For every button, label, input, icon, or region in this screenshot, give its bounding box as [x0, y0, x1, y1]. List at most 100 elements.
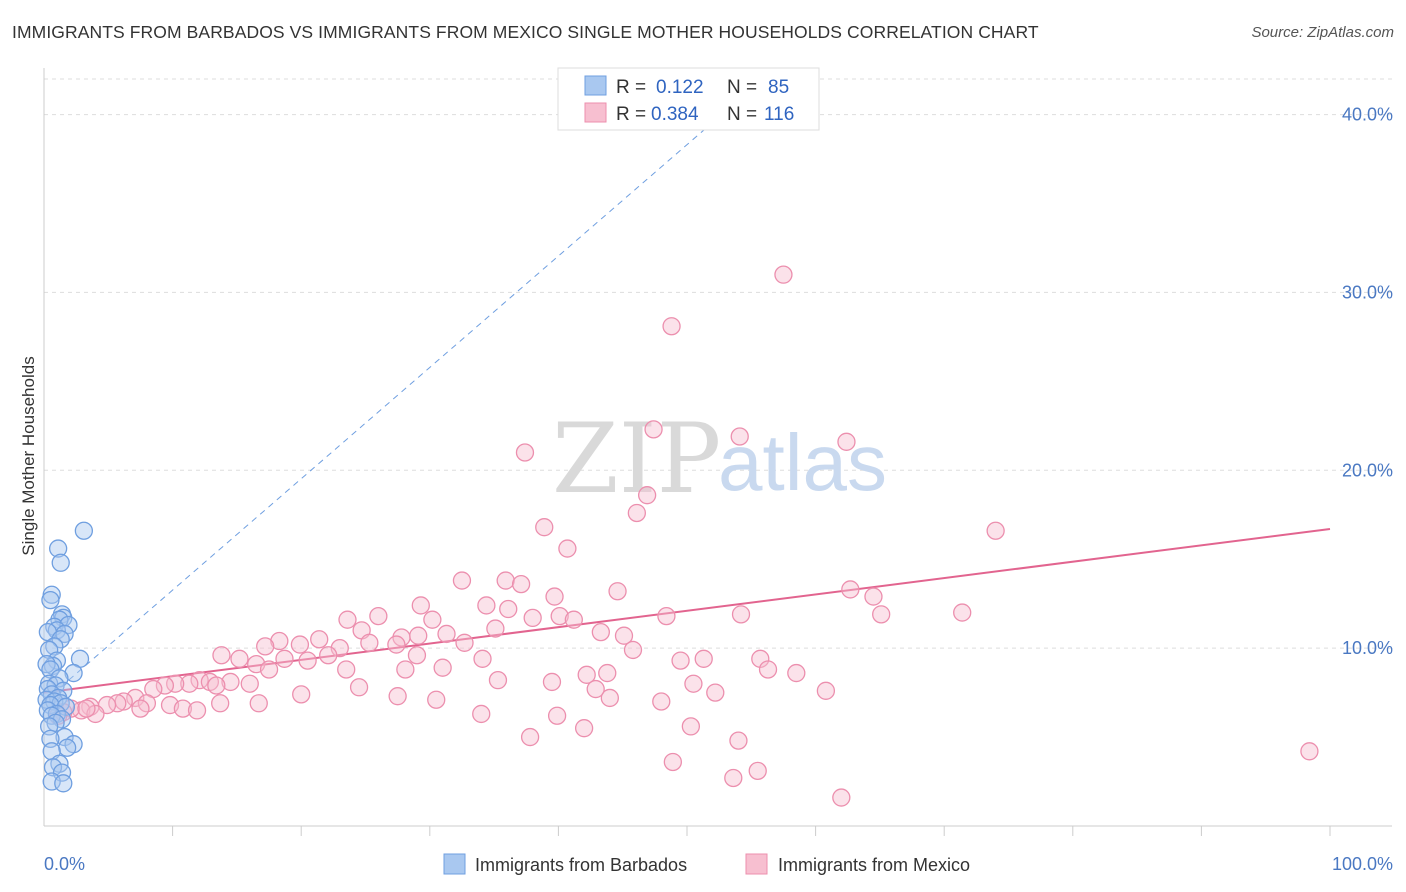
point-barbados	[57, 738, 77, 757]
point-mexico	[614, 626, 634, 645]
x-tick-label-max: 100.0%	[1332, 854, 1393, 874]
point-mexico	[872, 605, 891, 624]
point-mexico	[684, 674, 703, 693]
point-mexico	[657, 606, 676, 626]
point-mexico	[623, 640, 643, 660]
point-mexico	[511, 574, 531, 594]
point-mexico	[270, 631, 289, 651]
bottom-legend-swatch-barbados	[443, 853, 466, 875]
legend-n-value-barbados: 85	[768, 77, 789, 98]
point-mexico	[574, 719, 594, 738]
point-mexico	[837, 432, 856, 451]
point-mexico	[77, 699, 96, 718]
point-barbados	[41, 590, 60, 610]
point-mexico	[515, 443, 535, 462]
point-mexico	[249, 694, 268, 713]
point-mexico	[411, 596, 430, 615]
point-barbados	[74, 521, 94, 540]
zipatlas-watermark: ZIP atlas	[552, 403, 887, 515]
watermark-atlas: atlas	[718, 418, 887, 507]
point-mexico	[598, 663, 617, 683]
point-barbados	[54, 774, 73, 793]
point-mexico	[694, 649, 713, 668]
chart-title: IMMIGRANTS FROM BARBADOS VS IMMIGRANTS F…	[12, 22, 1039, 42]
data-points	[37, 265, 1319, 807]
point-mexico	[298, 651, 317, 670]
point-mexico	[663, 752, 683, 772]
point-mexico	[337, 660, 356, 679]
point-mexico	[369, 606, 388, 626]
point-mexico	[180, 674, 199, 693]
point-mexico	[387, 635, 406, 654]
point-mexico	[230, 649, 249, 668]
y-tick-label: 30.0%	[1342, 282, 1393, 302]
point-mexico	[591, 622, 610, 642]
x-axis-ticks	[172, 826, 1331, 836]
point-mexico	[388, 687, 407, 706]
point-mexico	[547, 706, 567, 725]
point-mexico	[550, 606, 569, 626]
point-mexico	[758, 660, 778, 679]
point-barbados	[43, 758, 63, 777]
y-axis-label: Single Mother Households	[19, 356, 38, 555]
point-mexico	[1300, 742, 1319, 761]
point-mexico	[423, 610, 442, 629]
point-mexico	[644, 420, 663, 439]
point-mexico	[986, 521, 1005, 540]
trend-lines	[43, 105, 1331, 702]
point-mexico	[671, 651, 690, 670]
point-mexico	[864, 587, 883, 606]
point-mexico	[360, 633, 379, 652]
point-mexico	[155, 676, 175, 695]
point-mexico	[730, 427, 749, 446]
point-mexico	[545, 587, 564, 606]
trend-line-barbados	[43, 105, 733, 702]
point-mexico	[608, 582, 627, 601]
legend-r-value-barbados: 0.122	[656, 77, 704, 98]
point-mexico	[310, 630, 329, 649]
point-mexico	[496, 571, 515, 590]
point-mexico	[433, 658, 452, 677]
point-barbados	[48, 539, 68, 558]
point-barbados	[59, 615, 78, 635]
point-mexico	[564, 610, 583, 629]
legend-swatch-mexico	[584, 102, 607, 123]
point-mexico	[256, 637, 275, 656]
point-mexico	[499, 599, 518, 619]
legend-r-label-mexico: R =	[616, 104, 646, 125]
x-tick-label-min: 0.0%	[44, 854, 85, 874]
point-barbados	[64, 663, 83, 683]
point-mexico	[577, 665, 596, 684]
point-mexico	[338, 610, 357, 629]
point-mexico	[86, 704, 105, 724]
point-mexico	[748, 761, 767, 781]
point-mexico	[706, 683, 725, 702]
bottom-legend-label-barbados: Immigrants from Barbados	[475, 855, 687, 875]
y-tick-label: 20.0%	[1342, 460, 1393, 480]
point-mexico	[259, 660, 279, 679]
point-mexico	[652, 692, 671, 711]
bottom-legend-label-mexico: Immigrants from Mexico	[778, 855, 970, 875]
bottom-legend-swatch-mexico	[745, 853, 768, 875]
point-mexico	[427, 690, 446, 709]
point-mexico	[488, 671, 508, 690]
point-barbados	[42, 772, 61, 791]
point-mexico	[173, 699, 193, 718]
point-mexico	[240, 674, 259, 693]
point-mexico	[787, 663, 806, 683]
point-mexico	[627, 503, 646, 523]
point-mexico	[275, 649, 294, 668]
point-mexico	[437, 624, 456, 644]
point-mexico	[452, 571, 472, 590]
point-mexico	[662, 317, 681, 336]
point-mexico	[523, 608, 542, 628]
point-barbados	[51, 553, 70, 572]
point-mexico	[407, 646, 427, 665]
point-mexico	[290, 635, 310, 654]
point-mexico	[455, 633, 474, 652]
point-mexico	[330, 638, 349, 658]
point-mexico	[729, 731, 748, 750]
y-tick-label: 10.0%	[1342, 638, 1393, 658]
point-mexico	[816, 681, 836, 700]
point-mexico	[207, 676, 226, 695]
